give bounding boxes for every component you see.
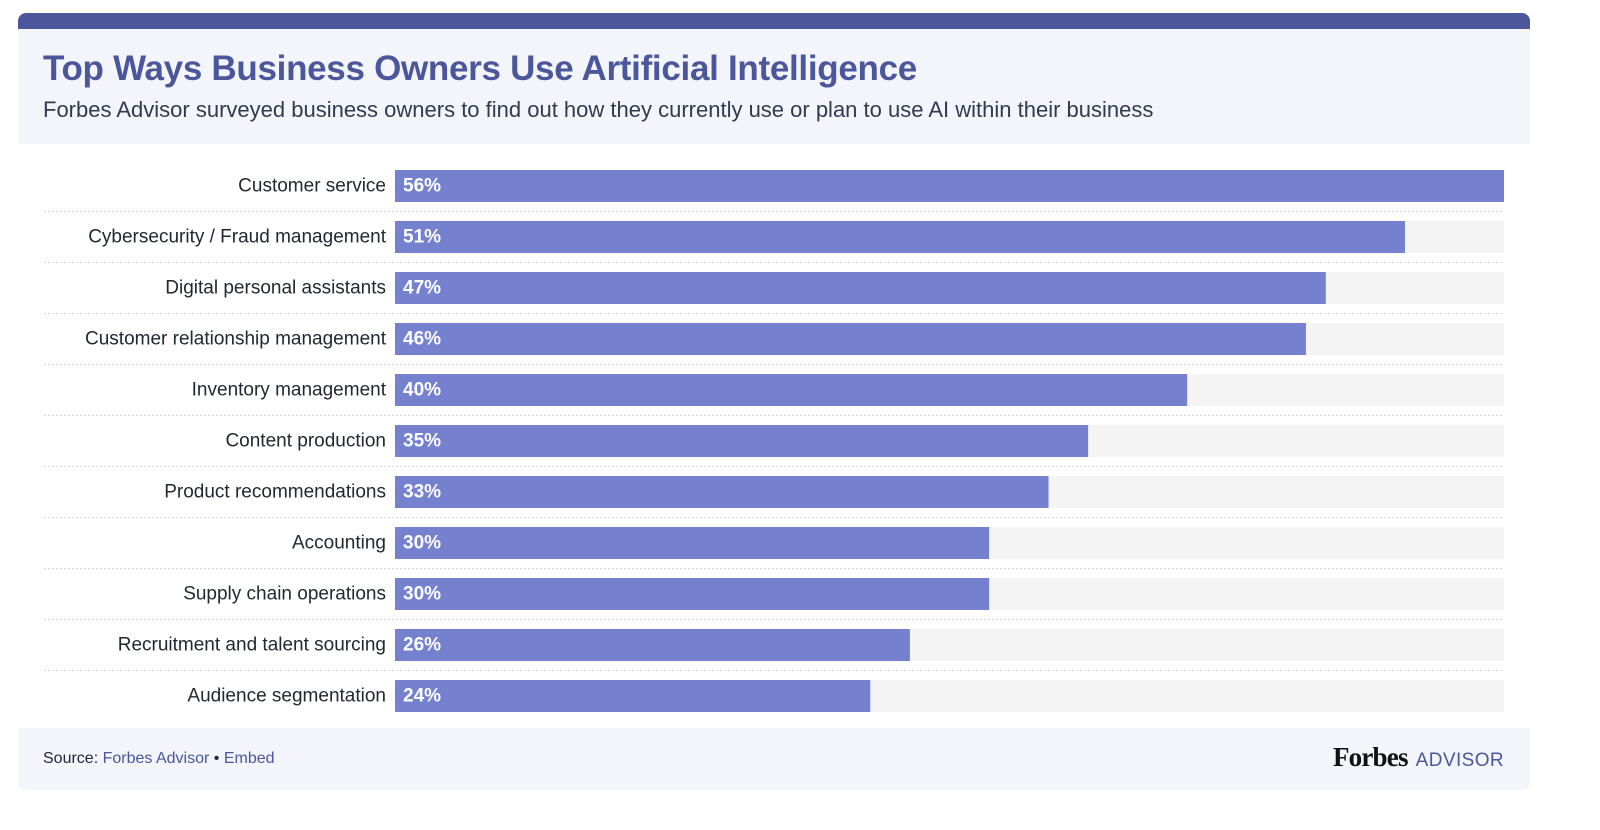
source-separator: •	[213, 750, 220, 767]
bar	[395, 476, 1049, 508]
category-label: Inventory management	[192, 380, 387, 401]
category-label: Accounting	[292, 533, 386, 554]
category-label: Customer service	[238, 176, 386, 197]
embed-link[interactable]: Embed	[223, 750, 275, 767]
bar	[395, 578, 990, 610]
chart-title: Top Ways Business Owners Use Artificial …	[43, 49, 917, 88]
source-line: Source: Forbes Advisor • Embed	[43, 750, 275, 768]
bar	[395, 221, 1405, 253]
bar	[395, 425, 1089, 457]
infographic-card: Top Ways Business Owners Use Artificial …	[18, 13, 1530, 790]
chart-footer: Source: Forbes Advisor • Embed Forbes AD…	[18, 728, 1530, 790]
bar	[395, 323, 1306, 355]
source-link[interactable]: Forbes Advisor	[102, 750, 210, 767]
category-label: Audience segmentation	[187, 686, 386, 707]
category-label: Cybersecurity / Fraud management	[88, 227, 387, 248]
value-label: 30%	[403, 584, 441, 605]
top-accent-bar	[18, 13, 1530, 29]
bar-chart: Customer service 56% Cybersecurity / Fraud…	[18, 144, 1530, 727]
bar	[395, 272, 1326, 304]
category-label: Digital personal assistants	[165, 278, 386, 299]
value-label: 33%	[403, 482, 441, 503]
value-label: 30%	[403, 533, 441, 554]
category-label: Supply chain operations	[183, 584, 386, 605]
category-label: Content production	[225, 431, 386, 452]
value-label: 47%	[403, 278, 441, 299]
value-label: 46%	[403, 329, 441, 350]
brand-forbes: Forbes	[1332, 742, 1408, 772]
value-label: 51%	[403, 227, 441, 248]
category-label: Product recommendations	[164, 482, 386, 503]
value-label: 40%	[403, 380, 441, 401]
value-label: 26%	[403, 635, 441, 656]
source-label: Source:	[43, 750, 99, 767]
forbes-advisor-logo: Forbes ADVISOR	[1333, 742, 1504, 773]
bar	[395, 680, 871, 712]
bar	[395, 629, 910, 661]
value-label: 56%	[403, 176, 441, 197]
bar	[395, 527, 990, 559]
chart-header	[18, 29, 1530, 144]
value-label: 24%	[403, 686, 441, 707]
bar	[395, 170, 1504, 202]
brand-advisor: ADVISOR	[1415, 750, 1504, 771]
bar-chart-svg: Customer service 56% Cybersecurity / Fraud…	[44, 170, 1504, 712]
chart-subtitle: Forbes Advisor surveyed business owners …	[43, 97, 1154, 122]
category-label: Recruitment and talent sourcing	[118, 635, 386, 656]
category-label: Customer relationship management	[85, 329, 387, 350]
value-label: 35%	[403, 431, 441, 452]
bar	[395, 374, 1188, 406]
